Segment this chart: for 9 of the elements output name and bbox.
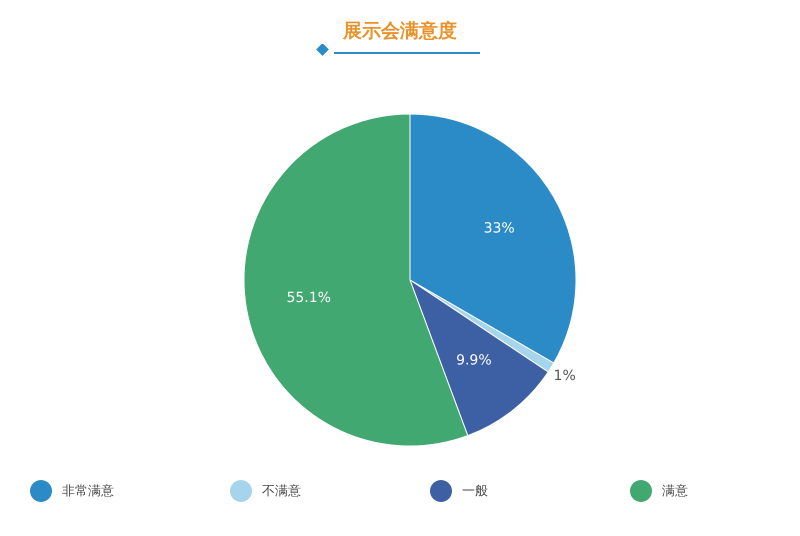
legend-label: 不满意 <box>262 483 301 500</box>
legend-label: 一般 <box>462 483 488 500</box>
legend-label: 非常满意 <box>62 483 114 500</box>
legend-label: 满意 <box>662 483 688 500</box>
data-label: 1% <box>554 368 576 384</box>
data-label: 9.9% <box>456 352 492 369</box>
chart-title: 展示会满意度 <box>342 19 458 44</box>
data-label: 55.1% <box>286 290 331 306</box>
data-label: 33% <box>484 220 515 237</box>
